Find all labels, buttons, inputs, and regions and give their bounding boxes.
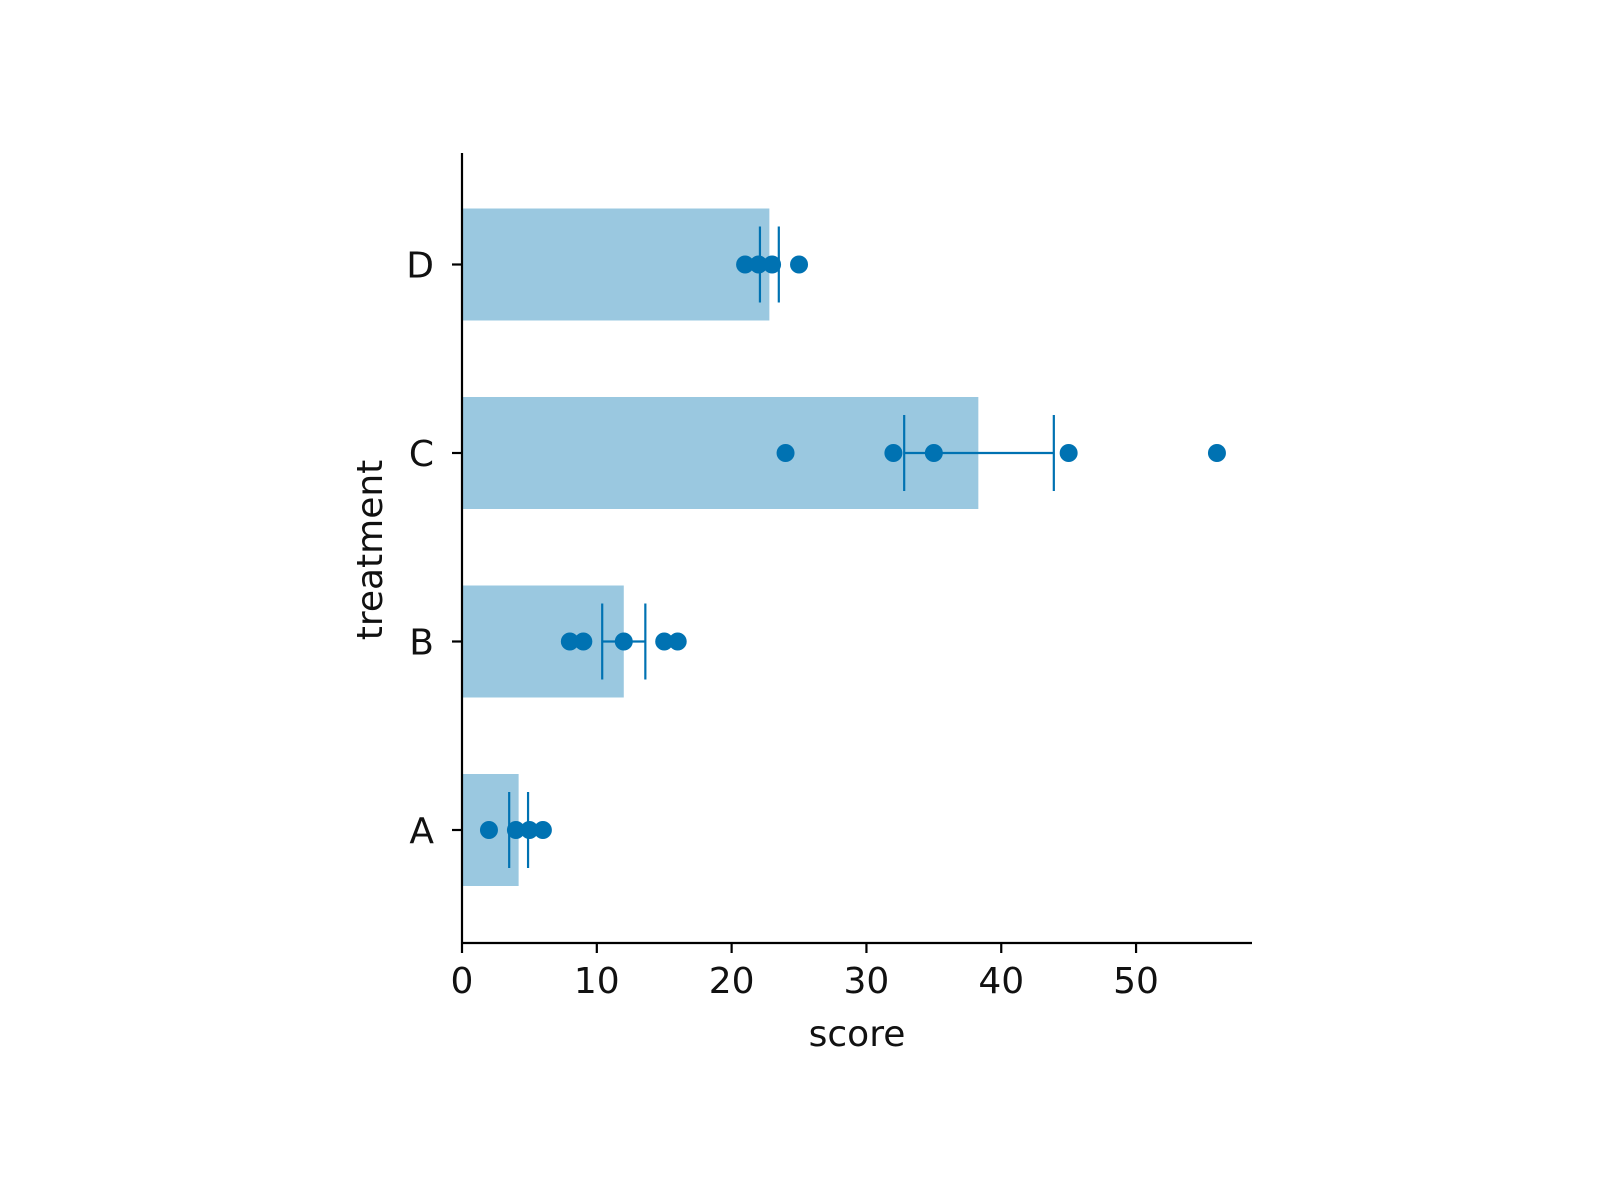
x-tick-label: 10 [574, 961, 620, 1002]
points-layer [479, 255, 1226, 839]
point-C-1 [884, 444, 903, 462]
x-tick-label: 50 [1113, 961, 1159, 1002]
point-B-4 [668, 632, 687, 651]
x-tick-label: 20 [709, 961, 755, 1002]
x-axis-label: score [809, 1014, 906, 1055]
x-ticks-layer: 0 10 20 30 40 50 [451, 943, 1159, 1002]
point-C-3 [1059, 444, 1078, 462]
y-tick-label-D: D [406, 246, 434, 287]
point-D-0 [736, 255, 755, 274]
point-A-1 [506, 821, 525, 839]
y-tick-label-A: A [409, 811, 434, 852]
point-D-1 [749, 255, 768, 274]
point-B-1 [574, 632, 593, 651]
point-B-3 [655, 632, 674, 651]
point-D-2 [763, 255, 782, 274]
point-C-4 [1207, 444, 1226, 462]
y-axis-label: treatment [350, 460, 391, 641]
x-tick-label: 40 [978, 961, 1024, 1002]
bars-layer [462, 208, 979, 886]
y-ticks-layer: A B C D [406, 246, 462, 852]
x-tick-label: 0 [451, 961, 474, 1002]
bar-D [462, 208, 770, 321]
y-tick-label-B: B [409, 623, 434, 664]
point-C-2 [924, 444, 943, 462]
errorbar-layer [508, 226, 1055, 868]
x-tick-label: 30 [844, 961, 890, 1002]
point-B-0 [560, 632, 579, 651]
point-A-0 [479, 821, 498, 839]
axes-layer [460, 153, 1252, 945]
bar-B [462, 585, 624, 698]
point-A-2 [520, 821, 539, 839]
point-D-3 [790, 255, 809, 274]
point-A-3 [533, 821, 552, 839]
y-tick-label-C: C [409, 434, 434, 475]
point-B-2 [614, 632, 633, 651]
point-C-0 [776, 444, 795, 462]
